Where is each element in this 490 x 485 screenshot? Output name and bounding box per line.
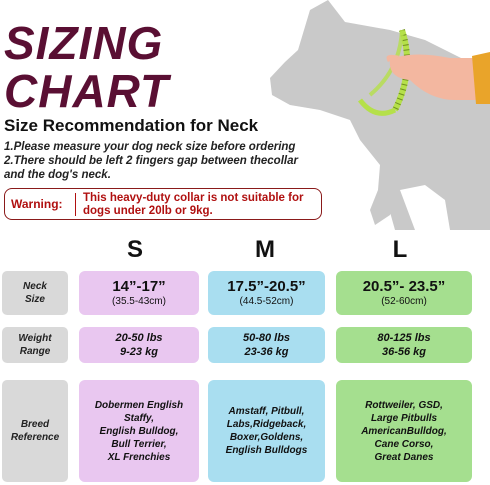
dog-measuring-illustration: [270, 0, 490, 230]
neck-cell-l: 20.5”- 23.5” (52-60cm): [336, 271, 472, 315]
size-header-l: L: [392, 236, 408, 263]
weight-cell-l: 80-125 lbs 36-56 kg: [336, 327, 472, 363]
neck-cell-m: 17.5”-20.5” (44.5-52cm): [208, 271, 325, 315]
weight-cell-m: 50-80 lbs 23-36 kg: [208, 327, 325, 363]
row-label-breed-line1: Breed: [20, 419, 50, 430]
title-line-1: SIZING: [4, 17, 164, 69]
neck-cm-l: (52-60cm): [381, 296, 427, 307]
size-header-s: S: [126, 236, 143, 263]
warning-label: Warning:: [11, 197, 63, 211]
title-line-2: CHART: [4, 65, 170, 117]
weight-kg-m: 23-36 kg: [244, 346, 289, 358]
breed-s-5: XL Frenchies: [107, 451, 171, 463]
row-label-weight-line1: Weight: [18, 333, 52, 344]
breed-l-2: Large Pitbulls: [370, 412, 438, 424]
warning-box: Warning: This heavy-duty collar is not s…: [4, 188, 322, 220]
weight-lbs-s: 20-50 lbs: [115, 332, 163, 344]
row-label-breed-reference: Breed Reference: [2, 380, 68, 482]
neck-cm-s: (35.5-43cm): [112, 296, 166, 307]
breed-cell-s: Dobermen English Staffy, English Bulldog…: [79, 380, 199, 482]
row-label-neck-size: Neck Size: [2, 271, 68, 315]
row-label-neck-line2: Size: [24, 294, 45, 305]
subtitle: Size Recommendation for Neck: [4, 116, 259, 135]
breed-s-1: Dobermen English: [94, 399, 184, 411]
neck-cm-m: (44.5-52cm): [239, 296, 294, 307]
row-label-neck-line1: Neck: [23, 281, 47, 292]
breed-m-1: Amstaff, Pitbull,: [228, 406, 305, 417]
breed-cell-m: Amstaff, Pitbull, Labs,Ridgeback, Boxer,…: [208, 380, 325, 482]
note-3: and the dog's neck.: [4, 169, 111, 181]
warning-divider: [75, 193, 76, 216]
breed-s-4: Bull Terrier,: [111, 438, 167, 450]
breed-m-4: English Bulldogs: [225, 445, 308, 456]
neck-in-l: 20.5”- 23.5”: [362, 278, 446, 295]
weight-cell-s: 20-50 lbs 9-23 kg: [79, 327, 199, 363]
weight-kg-l: 36-56 kg: [381, 346, 427, 358]
neck-in-s: 14”-17”: [112, 278, 166, 295]
row-label-weight-range: Weight Range: [2, 327, 68, 363]
weight-lbs-l: 80-125 lbs: [377, 332, 431, 344]
neck-in-m: 17.5”-20.5”: [227, 278, 306, 295]
breed-m-2: Labs,Ridgeback,: [226, 419, 307, 430]
weight-kg-s: 9-23 kg: [120, 346, 158, 358]
note-2: 2.There should be left 2 fingers gap bet…: [4, 155, 298, 167]
breed-l-3: AmericanBulldog,: [361, 425, 447, 437]
breed-l-4: Cane Corso,: [374, 438, 434, 450]
breed-l-5: Great Danes: [374, 451, 434, 463]
size-header-m: M: [255, 236, 275, 263]
row-label-weight-line2: Range: [19, 346, 51, 357]
weight-lbs-m: 50-80 lbs: [242, 332, 291, 344]
breed-s-2: Staffy,: [123, 412, 154, 424]
hand-icon: [386, 52, 490, 104]
breed-l-1: Rottweiler, GSD,: [365, 399, 443, 411]
breed-cell-l: Rottweiler, GSD, Large Pitbulls American…: [336, 380, 472, 482]
breed-m-3: Boxer,Goldens,: [229, 432, 304, 443]
neck-cell-s: 14”-17” (35.5-43cm): [79, 271, 199, 315]
warning-text: This heavy-duty collar is not suitable f…: [83, 192, 304, 217]
note-1: 1.Please measure your dog neck size befo…: [4, 141, 296, 153]
breed-s-3: English Bulldog,: [99, 425, 179, 437]
row-label-breed-line2: Reference: [10, 432, 60, 443]
